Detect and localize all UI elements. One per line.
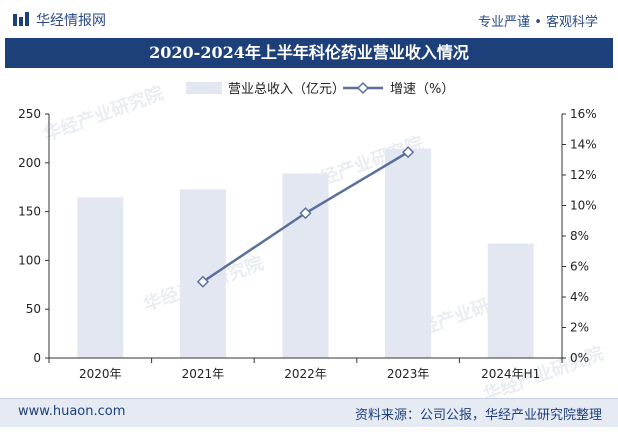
legend-line-marker	[356, 81, 370, 95]
y-right-tick-label: 6%	[570, 260, 589, 274]
y-right-tick-label: 4%	[570, 290, 589, 304]
x-tick-label: 2020年	[79, 367, 122, 381]
brand-logo-icon	[13, 12, 29, 26]
site-link[interactable]: www.huaon.com	[18, 404, 126, 419]
y-right-tick-label: 16%	[570, 107, 597, 121]
revenue-bar	[487, 243, 534, 358]
y-right-tick-label: 14%	[570, 138, 597, 152]
revenue-bar	[282, 173, 329, 358]
y-right-tick-label: 8%	[570, 229, 589, 243]
y-left-tick-label: 100	[18, 253, 41, 267]
x-tick-label: 2024年H1	[481, 367, 540, 381]
source-note: 资料来源：公司公报，华经产业研究院整理	[354, 408, 602, 423]
footer: www.huaon.com 资料来源：公司公报，华经产业研究院整理	[0, 398, 618, 427]
y-left-tick-label: 250	[18, 107, 41, 121]
growth-point	[402, 146, 415, 159]
y-right-tick-label: 0%	[570, 351, 589, 365]
y-right-tick-label: 12%	[570, 168, 597, 182]
x-tick-label: 2022年	[284, 367, 327, 381]
x-tick-label: 2021年	[182, 367, 225, 381]
y-right-tick-label: 10%	[570, 199, 597, 213]
y-left-tick-label: 0	[33, 351, 41, 365]
top-bar: 华经情报网 专业严谨 • 客观科学	[0, 0, 618, 38]
revenue-chart: 0 50 100 150 200 250 0% 2% 4% 6% 8% 10% 12% 14% 16% 202…	[18, 81, 597, 381]
y-left-tick-label: 200	[18, 156, 41, 170]
y-right-tick-label: 2%	[570, 321, 589, 335]
revenue-bar	[179, 189, 226, 358]
legend-bar-swatch	[186, 82, 222, 94]
chart-title: 2020-2024年上半年科伦药业营业收入情况	[5, 38, 613, 68]
legend-line-label: 增速（%）	[390, 82, 454, 97]
revenue-bar	[77, 197, 124, 358]
slogan: 专业严谨 • 客观科学	[478, 15, 598, 30]
x-tick-label: 2023年	[387, 367, 430, 381]
brand: 华经情报网	[12, 10, 106, 30]
growth-point	[299, 207, 312, 220]
brand-name: 华经情报网	[36, 13, 106, 29]
legend-bar-label: 营业总收入（亿元）	[228, 82, 345, 97]
revenue-bar	[385, 148, 432, 358]
y-left-tick-label: 150	[18, 205, 41, 219]
y-left-tick-label: 50	[26, 302, 41, 316]
growth-point	[196, 275, 209, 288]
